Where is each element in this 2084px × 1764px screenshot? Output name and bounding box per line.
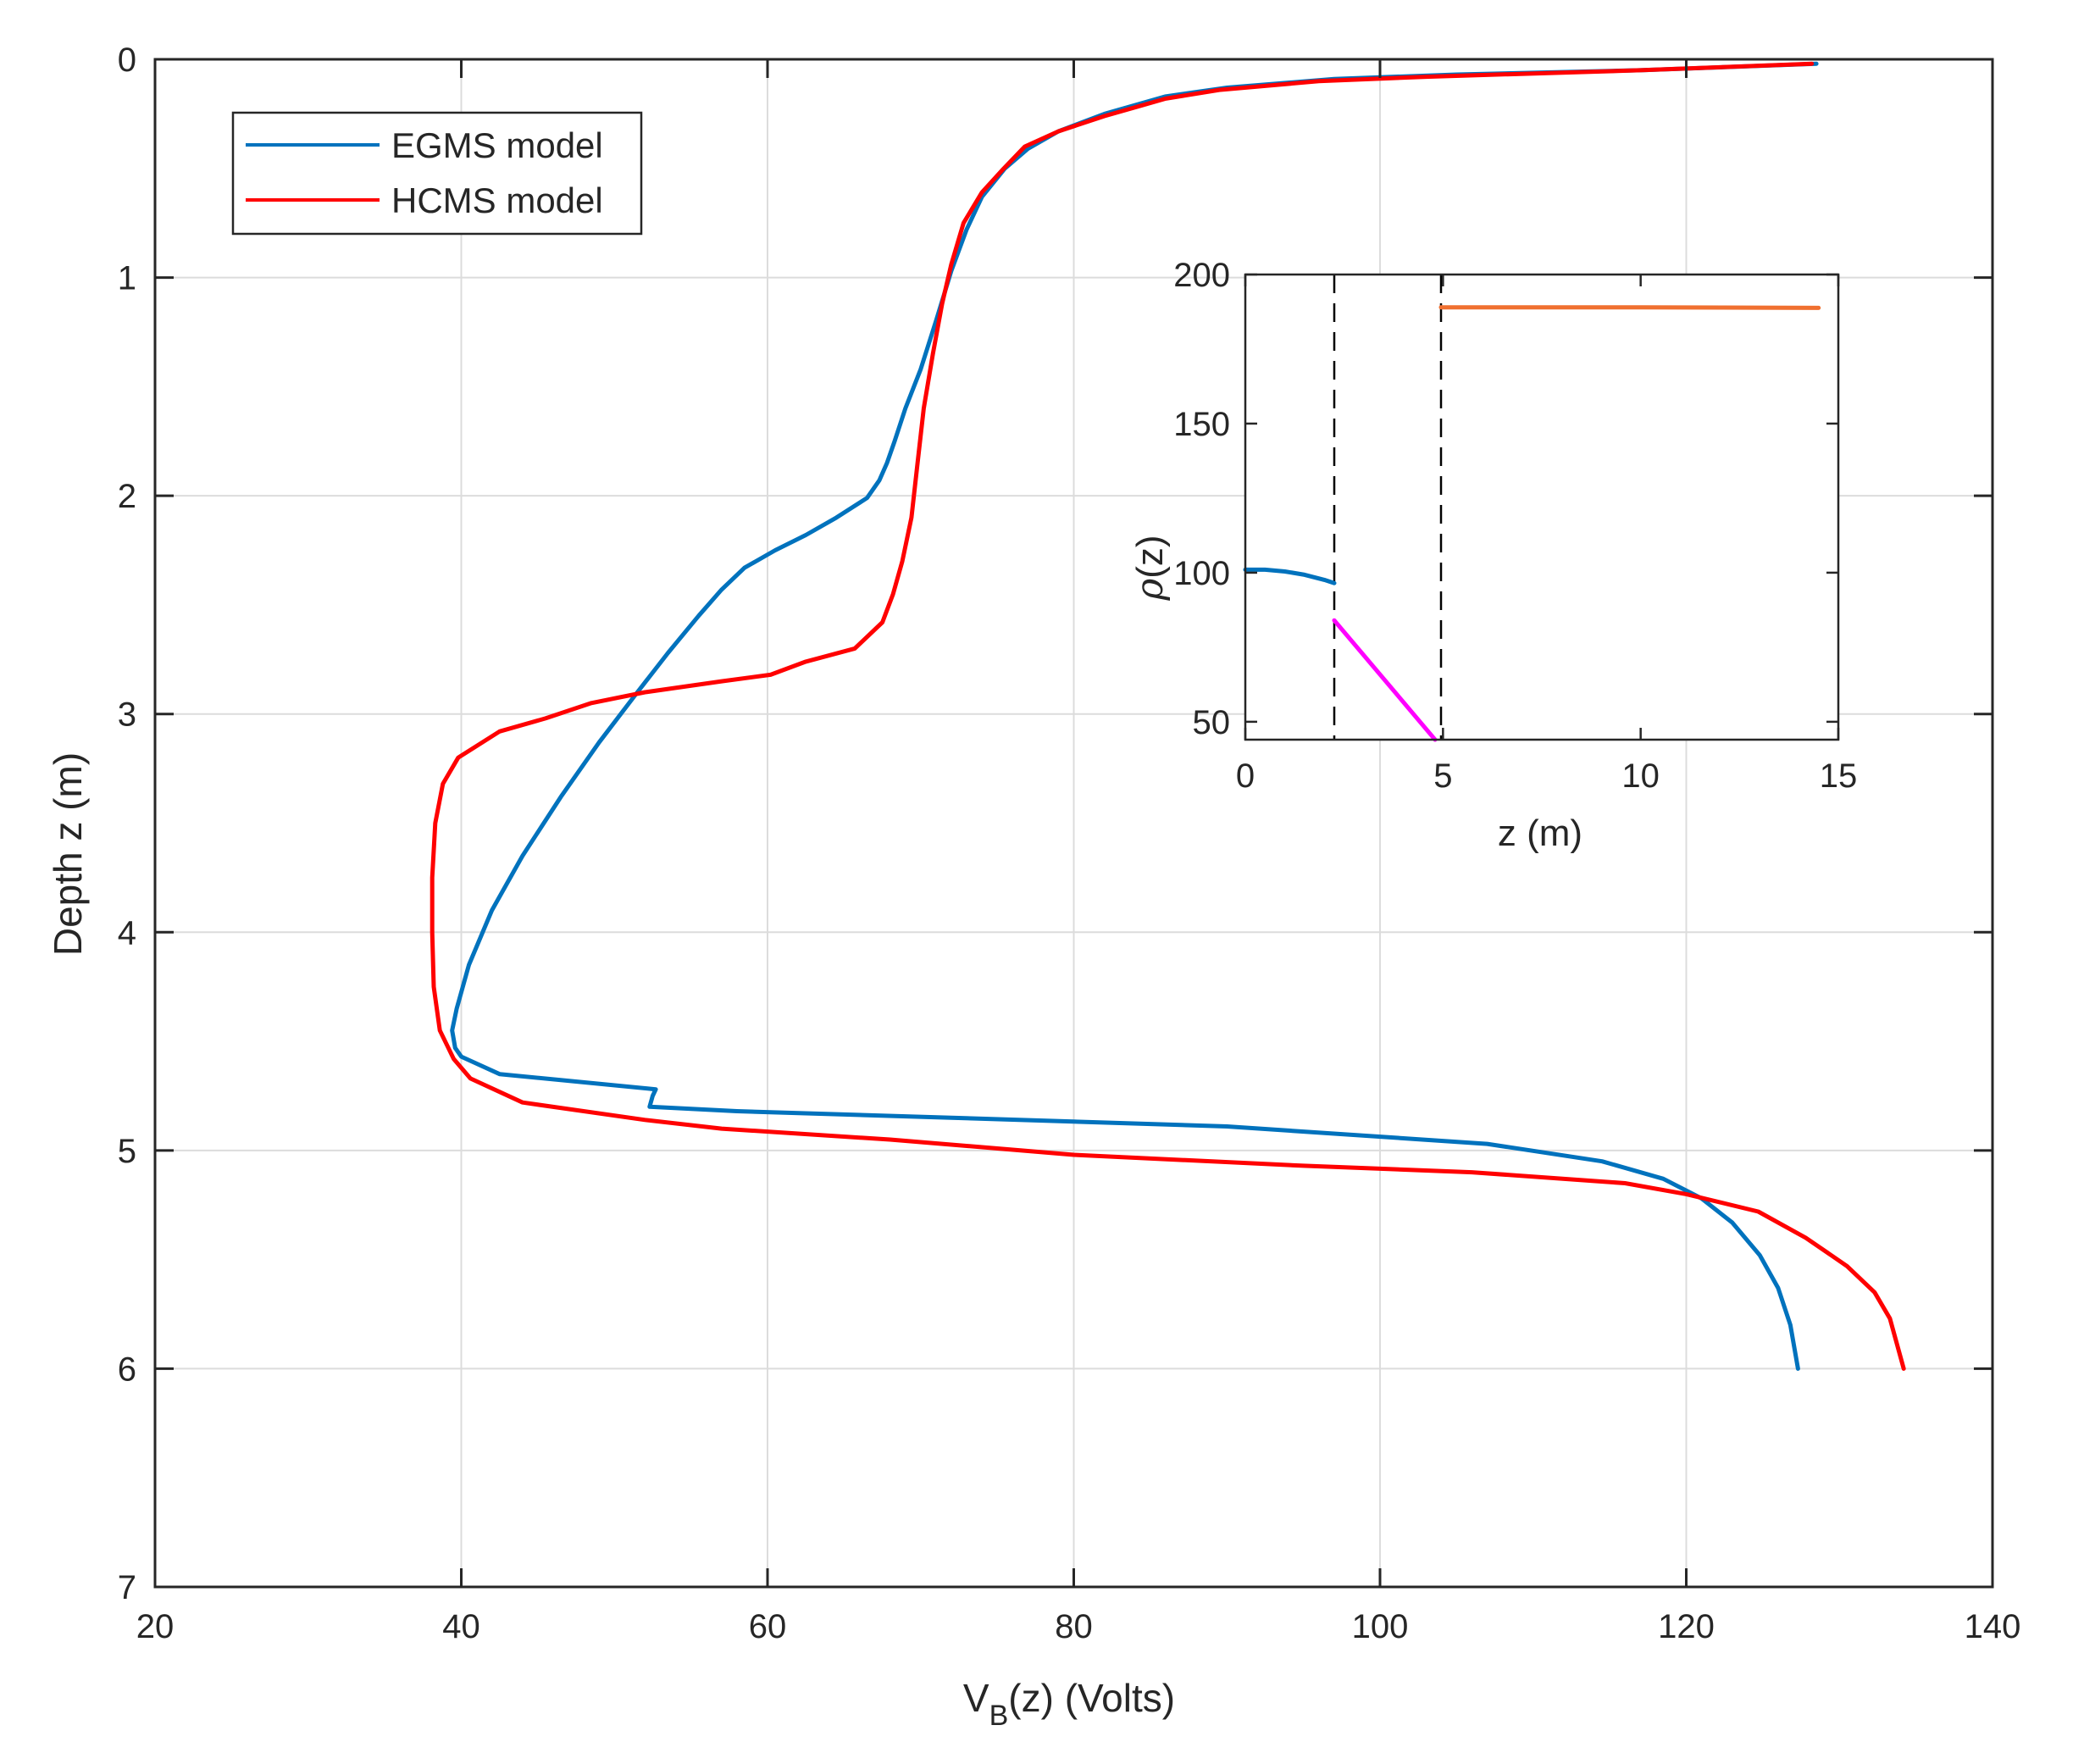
inset-x-tick-label: 5 bbox=[1433, 757, 1452, 795]
inset-background bbox=[1245, 275, 1838, 740]
legend: EGMS model HCMS model bbox=[231, 111, 643, 236]
inset-y-tick-label: 200 bbox=[1173, 257, 1230, 294]
legend-label-egms: EGMS model bbox=[391, 125, 603, 165]
main-y-tick-label: 7 bbox=[118, 1569, 136, 1606]
inset-y-tick-label: 100 bbox=[1173, 555, 1230, 592]
inset-plot-frame bbox=[1244, 273, 1840, 741]
inset-boundary-lines bbox=[1333, 275, 1443, 740]
inset-x-tick-label: 0 bbox=[1236, 757, 1255, 795]
main-x-tick-labels: 20 40 60 80 100 120 140 bbox=[136, 1608, 2021, 1645]
inset-series-line-0 bbox=[1243, 567, 1337, 585]
main-series-line-1 bbox=[430, 61, 1906, 1371]
main-x-tick-label: 40 bbox=[442, 1608, 480, 1645]
inset-tick-marks bbox=[1244, 273, 1840, 740]
inset-x-tick-label: 15 bbox=[1820, 757, 1858, 795]
inset-chart: 0 5 10 15 50 100 150 200 z (m) ρ(z) bbox=[1128, 257, 1857, 854]
main-y-tick-label: 4 bbox=[118, 914, 136, 951]
main-series-lines bbox=[430, 61, 1906, 1371]
inset-x-tick-labels: 0 5 10 15 bbox=[1236, 757, 1857, 795]
main-y-tick-label: 6 bbox=[118, 1351, 136, 1388]
main-tick-marks bbox=[153, 58, 1994, 1589]
main-x-tick-label: 100 bbox=[1352, 1608, 1409, 1645]
main-y-tick-label: 0 bbox=[118, 42, 136, 79]
legend-label-hcms: HCMS model bbox=[391, 180, 603, 220]
main-y-tick-label: 5 bbox=[118, 1133, 136, 1170]
main-x-axis-label: VB(z) (Volts) bbox=[963, 1676, 1175, 1732]
main-x-tick-label: 20 bbox=[136, 1608, 175, 1645]
main-y-tick-label: 1 bbox=[118, 260, 136, 297]
inset-y-axis-label: ρ(z) bbox=[1128, 535, 1172, 601]
legend-box bbox=[231, 111, 643, 236]
main-y-tick-label: 2 bbox=[118, 478, 136, 515]
main-x-tick-label: 120 bbox=[1658, 1608, 1715, 1645]
inset-series-lines bbox=[1243, 305, 1821, 742]
inset-x-tick-label: 10 bbox=[1621, 757, 1660, 795]
inset-y-tick-labels: 50 100 150 200 bbox=[1173, 257, 1230, 741]
main-x-tick-label: 60 bbox=[749, 1608, 787, 1645]
main-x-tick-label: 140 bbox=[1965, 1608, 2021, 1645]
main-y-axis-label: Depth z (m) bbox=[46, 752, 90, 956]
inset-x-axis-label: z (m) bbox=[1498, 813, 1582, 854]
inset-series-line-1 bbox=[1332, 618, 1438, 742]
inset-y-tick-label: 50 bbox=[1193, 704, 1231, 741]
main-y-tick-label: 3 bbox=[118, 696, 136, 734]
main-y-tick-labels: 0 1 2 3 4 5 6 7 bbox=[118, 42, 136, 1606]
inset-y-tick-label: 150 bbox=[1173, 406, 1230, 443]
main-x-tick-label: 80 bbox=[1055, 1608, 1093, 1645]
